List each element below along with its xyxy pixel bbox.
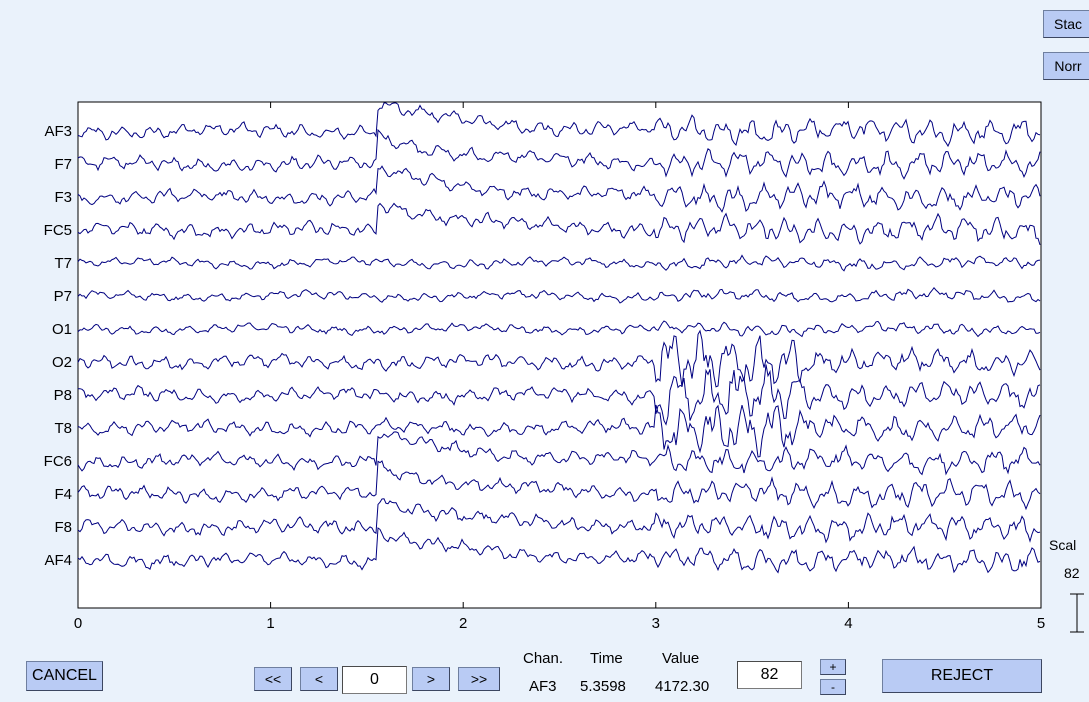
eeg-trace-o2 [77, 329, 1041, 388]
last-page-button[interactable]: >> [458, 667, 500, 691]
channel-label-t7: T7 [54, 255, 72, 272]
channel-label-f7: F7 [54, 156, 72, 173]
position-input[interactable] [342, 666, 407, 694]
time-tick-label-0: 0 [74, 615, 82, 632]
channel-label-f3: F3 [54, 189, 72, 206]
channel-label-af4: AF4 [44, 552, 72, 569]
time-tick-label-1: 1 [266, 615, 274, 632]
chan-readout: AF3 [529, 678, 557, 695]
eeg-trace-p8 [77, 364, 1041, 426]
scale-input[interactable] [737, 661, 802, 689]
eeg-traces [77, 102, 1041, 574]
channel-label-f4: F4 [54, 486, 72, 503]
time-axis: 0 1 2 3 4 5 [74, 102, 1045, 632]
scale-increase-button[interactable]: + [820, 659, 846, 675]
reject-button[interactable]: REJECT [882, 659, 1042, 693]
channel-label-p7: P7 [54, 288, 72, 305]
scale-value: 82 [1064, 565, 1080, 581]
plot-area [77, 101, 1042, 609]
time-header: Time [590, 650, 623, 667]
time-readout: 5.3598 [580, 678, 626, 695]
eeg-trace-f4 [77, 460, 1041, 511]
channel-label-t8: T8 [54, 420, 72, 437]
stack-button[interactable]: Stac [1043, 10, 1089, 38]
prev-page-button[interactable]: < [300, 667, 338, 691]
eeg-trace-o1 [77, 320, 1041, 338]
eeg-trace-af3 [77, 102, 1041, 148]
channel-label-o1: O1 [52, 321, 72, 338]
channel-label-fc6: FC6 [44, 453, 72, 470]
eeg-trace-p7 [77, 287, 1041, 304]
eeg-trace-t8 [77, 404, 1041, 458]
channel-label-fc5: FC5 [44, 222, 72, 239]
eeg-trace-af4 [77, 527, 1041, 574]
eeg-trace-f8 [77, 498, 1041, 544]
first-page-button[interactable]: << [254, 667, 292, 691]
eeg-plot[interactable]: AF3 F7 F3 FC5 T7 P7 O1 O2 P8 T8 FC6 F4 F8 AF4 0 1 2 3 4 5 [0, 0, 1089, 640]
eeg-trace-t7 [77, 254, 1041, 272]
time-tick-label-5: 5 [1037, 615, 1045, 632]
norm-button[interactable]: Norr [1043, 52, 1089, 80]
channel-label-f8: F8 [54, 519, 72, 536]
next-page-button[interactable]: > [412, 667, 450, 691]
eeg-trace-f7 [77, 128, 1041, 180]
value-header: Value [662, 650, 700, 667]
time-tick-label-4: 4 [844, 615, 852, 632]
eeg-trace-fc5 [77, 202, 1041, 246]
channel-label-o2: O2 [52, 354, 72, 371]
time-tick-label-3: 3 [652, 615, 660, 632]
scale-label: Scal [1049, 537, 1077, 553]
channel-label-af3: AF3 [44, 123, 72, 140]
eeg-trace-f3 [77, 165, 1041, 213]
cancel-button[interactable]: CANCEL [26, 661, 103, 691]
chan-header: Chan. [523, 650, 564, 667]
scale-bar-icon [1070, 593, 1084, 633]
scale-decrease-button[interactable]: - [820, 679, 846, 695]
channel-labels: AF3 F7 F3 FC5 T7 P7 O1 O2 P8 T8 FC6 F4 F8 AF4 [44, 123, 72, 569]
eeg-trace-fc6 [77, 431, 1041, 476]
channel-label-p8: P8 [54, 387, 72, 404]
time-tick-label-2: 2 [459, 615, 467, 632]
value-readout: 4172.30 [655, 678, 710, 695]
